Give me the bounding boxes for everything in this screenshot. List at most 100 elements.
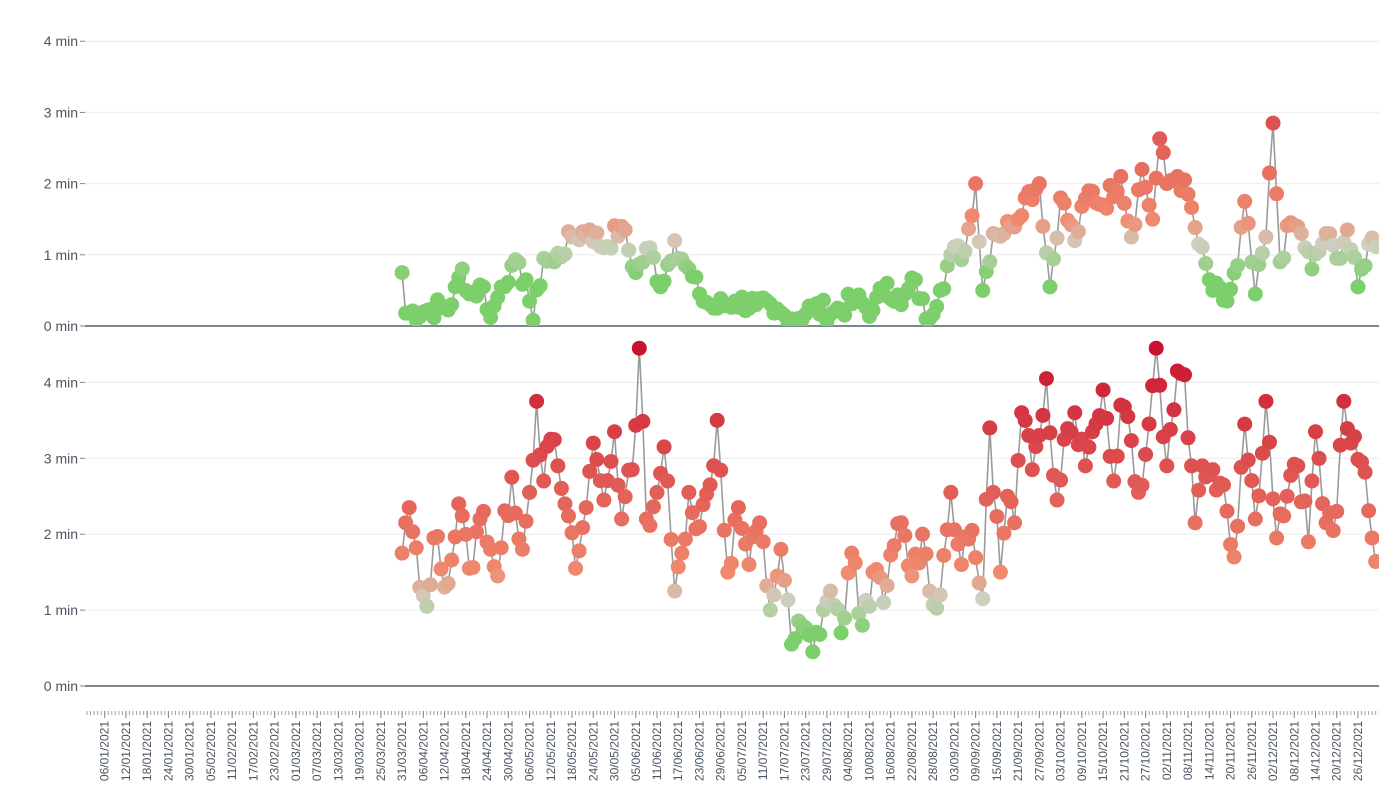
data-point[interactable]	[1230, 257, 1246, 273]
data-point[interactable]	[879, 578, 895, 594]
data-point[interactable]	[996, 525, 1012, 541]
data-point[interactable]	[943, 484, 959, 500]
data-point[interactable]	[822, 583, 838, 599]
data-point[interactable]	[1007, 515, 1023, 531]
data-point[interactable]	[1180, 186, 1196, 202]
data-point[interactable]	[1325, 523, 1341, 539]
data-point[interactable]	[571, 543, 587, 559]
data-point[interactable]	[635, 413, 651, 429]
data-point[interactable]	[953, 557, 969, 573]
data-point[interactable]	[1247, 511, 1263, 527]
data-point[interactable]	[603, 453, 619, 469]
data-point[interactable]	[518, 272, 534, 288]
data-point[interactable]	[522, 484, 538, 500]
data-point[interactable]	[429, 528, 445, 544]
data-point[interactable]	[536, 473, 552, 489]
data-point[interactable]	[603, 240, 619, 256]
data-point[interactable]	[1269, 186, 1285, 202]
data-point[interactable]	[1339, 222, 1355, 238]
data-point[interactable]	[444, 297, 460, 313]
data-point[interactable]	[1254, 445, 1270, 461]
data-point[interactable]	[1123, 433, 1139, 449]
data-point[interactable]	[968, 176, 984, 192]
data-point[interactable]	[968, 550, 984, 566]
data-point[interactable]	[483, 309, 499, 325]
data-point[interactable]	[1304, 261, 1320, 277]
data-point[interactable]	[762, 602, 778, 618]
data-point[interactable]	[1215, 477, 1231, 493]
data-point[interactable]	[929, 600, 945, 616]
data-point[interactable]	[656, 439, 672, 455]
data-point[interactable]	[1148, 340, 1164, 356]
data-point[interactable]	[596, 492, 612, 508]
data-point[interactable]	[532, 278, 548, 294]
data-point[interactable]	[815, 292, 831, 308]
data-point[interactable]	[929, 298, 945, 314]
data-point[interactable]	[975, 282, 991, 298]
data-point[interactable]	[1293, 225, 1309, 241]
data-point[interactable]	[734, 520, 750, 536]
data-point[interactable]	[1077, 458, 1093, 474]
data-point[interactable]	[1350, 279, 1366, 295]
data-point[interactable]	[837, 307, 853, 323]
data-point[interactable]	[1223, 537, 1239, 553]
data-point[interactable]	[1219, 293, 1235, 309]
data-point[interactable]	[490, 568, 506, 584]
data-point[interactable]	[1152, 131, 1168, 147]
data-point[interactable]	[1279, 488, 1295, 504]
data-point[interactable]	[585, 435, 601, 451]
data-point[interactable]	[971, 234, 987, 250]
data-point[interactable]	[1145, 211, 1161, 227]
data-point[interactable]	[1368, 238, 1379, 254]
data-point[interactable]	[1138, 446, 1154, 462]
data-point[interactable]	[1014, 208, 1030, 224]
data-point[interactable]	[454, 508, 470, 524]
data-point[interactable]	[514, 541, 530, 557]
data-point[interactable]	[1322, 226, 1338, 242]
data-point[interactable]	[1081, 439, 1097, 455]
data-point[interactable]	[989, 508, 1005, 524]
data-point[interactable]	[433, 561, 449, 577]
data-point[interactable]	[525, 312, 541, 328]
data-point[interactable]	[752, 515, 768, 531]
data-point[interactable]	[454, 261, 470, 277]
data-point[interactable]	[621, 242, 637, 258]
data-point[interactable]	[1368, 554, 1379, 570]
data-point[interactable]	[440, 576, 456, 592]
data-point[interactable]	[723, 555, 739, 571]
data-point[interactable]	[582, 463, 598, 479]
data-point[interactable]	[1024, 462, 1040, 478]
data-point[interactable]	[684, 505, 700, 521]
data-point[interactable]	[617, 222, 633, 238]
data-point[interactable]	[1261, 434, 1277, 450]
data-point[interactable]	[964, 208, 980, 224]
data-point[interactable]	[1357, 258, 1373, 274]
data-point[interactable]	[730, 500, 746, 516]
data-point[interactable]	[401, 500, 417, 516]
data-point[interactable]	[915, 526, 931, 542]
data-point[interactable]	[444, 552, 460, 568]
data-point[interactable]	[667, 233, 683, 249]
data-point[interactable]	[408, 540, 424, 556]
data-point[interactable]	[575, 520, 591, 536]
data-point[interactable]	[946, 522, 962, 538]
data-point[interactable]	[805, 644, 821, 660]
data-point[interactable]	[876, 595, 892, 610]
data-point[interactable]	[1346, 249, 1362, 265]
data-point[interactable]	[645, 249, 661, 265]
data-point[interactable]	[1258, 393, 1274, 409]
data-point[interactable]	[507, 505, 523, 521]
data-point[interactable]	[1127, 217, 1143, 233]
data-point[interactable]	[681, 484, 697, 500]
data-point[interactable]	[589, 452, 605, 468]
data-point[interactable]	[982, 420, 998, 436]
data-point[interactable]	[1247, 286, 1263, 302]
data-point[interactable]	[1095, 382, 1111, 398]
data-point[interactable]	[1049, 230, 1065, 246]
data-point[interactable]	[918, 546, 934, 562]
data-point[interactable]	[1269, 530, 1285, 546]
data-point[interactable]	[1177, 172, 1193, 188]
data-point[interactable]	[971, 575, 987, 591]
data-point[interactable]	[709, 412, 725, 428]
data-point[interactable]	[422, 577, 438, 593]
